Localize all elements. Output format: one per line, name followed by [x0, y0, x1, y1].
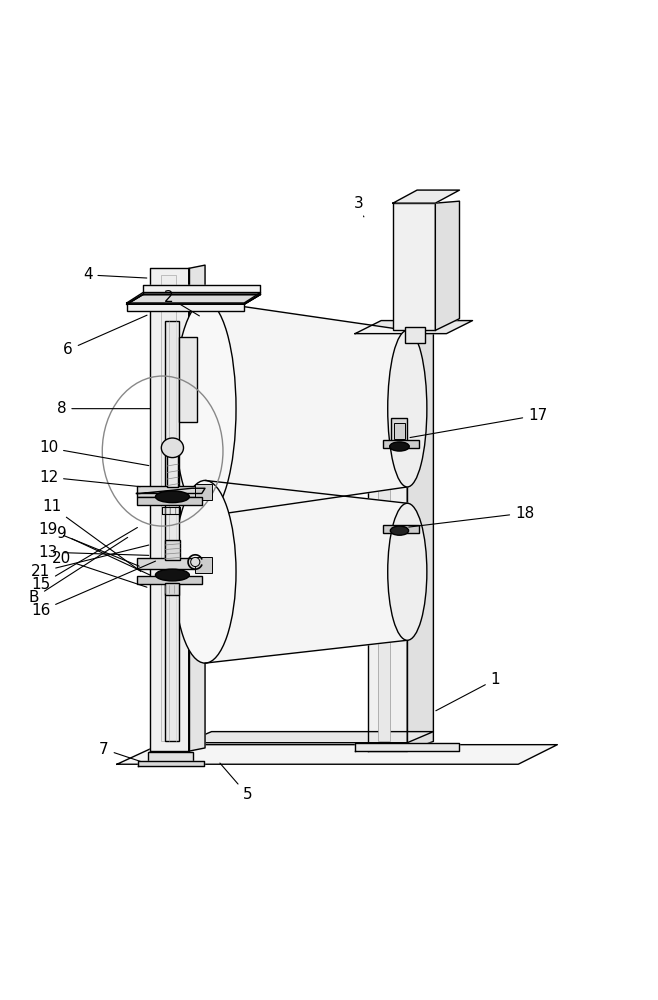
Bar: [391, 418, 407, 441]
Text: 9: 9: [57, 526, 150, 575]
Ellipse shape: [155, 491, 190, 503]
Text: 15: 15: [31, 528, 138, 592]
Text: 12: 12: [39, 470, 140, 487]
Bar: [136, 486, 205, 497]
Bar: [147, 752, 193, 762]
Polygon shape: [138, 761, 204, 766]
Polygon shape: [143, 285, 261, 294]
Bar: [383, 440, 419, 448]
Text: 7: 7: [99, 742, 140, 761]
Polygon shape: [205, 301, 407, 516]
Bar: [195, 557, 212, 573]
Text: 17: 17: [410, 408, 547, 438]
Bar: [161, 275, 176, 741]
Text: 20: 20: [52, 551, 147, 587]
Polygon shape: [127, 293, 261, 303]
Bar: [195, 484, 212, 500]
Polygon shape: [136, 488, 205, 493]
Polygon shape: [189, 265, 205, 751]
Bar: [166, 451, 178, 487]
Text: 5: 5: [220, 763, 252, 802]
Text: 6: 6: [63, 315, 147, 357]
Text: 8: 8: [57, 401, 150, 416]
Polygon shape: [127, 294, 261, 304]
Bar: [164, 321, 179, 741]
Bar: [164, 540, 180, 560]
Polygon shape: [436, 201, 459, 330]
Polygon shape: [368, 334, 407, 751]
Polygon shape: [355, 321, 472, 334]
Polygon shape: [127, 294, 261, 304]
Ellipse shape: [174, 480, 236, 663]
Text: 1: 1: [436, 672, 500, 711]
Bar: [164, 583, 179, 595]
Text: 3: 3: [353, 196, 364, 217]
Polygon shape: [407, 324, 434, 751]
Text: 16: 16: [31, 561, 155, 618]
Circle shape: [191, 557, 200, 567]
Ellipse shape: [155, 569, 190, 581]
Polygon shape: [149, 268, 189, 751]
Text: 11: 11: [42, 499, 141, 571]
Ellipse shape: [161, 438, 184, 458]
Text: 2: 2: [164, 290, 199, 316]
Bar: [136, 558, 205, 569]
Bar: [405, 327, 425, 343]
Polygon shape: [355, 743, 459, 751]
Text: 13: 13: [39, 545, 149, 560]
Text: 4: 4: [83, 267, 147, 282]
Text: 10: 10: [39, 440, 149, 466]
Ellipse shape: [390, 526, 409, 535]
Text: 21: 21: [31, 545, 149, 579]
Ellipse shape: [388, 330, 427, 487]
Bar: [136, 576, 202, 584]
Text: B: B: [29, 537, 128, 605]
Polygon shape: [117, 745, 557, 764]
Text: 19: 19: [39, 522, 139, 566]
Polygon shape: [127, 294, 261, 304]
Polygon shape: [205, 480, 407, 663]
Bar: [378, 338, 390, 741]
Bar: [383, 525, 419, 533]
Bar: [127, 303, 244, 311]
Text: 18: 18: [409, 506, 534, 527]
Polygon shape: [393, 190, 459, 203]
Ellipse shape: [174, 301, 236, 516]
Bar: [394, 423, 405, 439]
Ellipse shape: [390, 442, 409, 451]
Bar: [179, 337, 197, 422]
Bar: [393, 203, 436, 330]
Ellipse shape: [388, 503, 427, 640]
Bar: [136, 497, 202, 505]
Polygon shape: [186, 732, 434, 743]
